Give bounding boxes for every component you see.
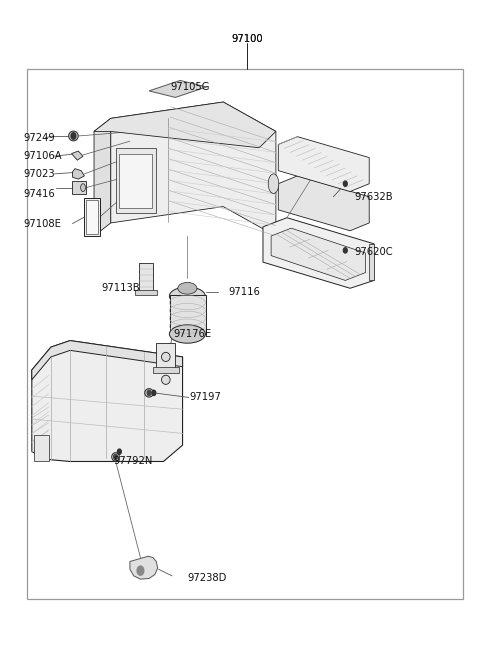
- Text: 97105G: 97105G: [170, 82, 210, 92]
- Circle shape: [137, 566, 144, 575]
- Circle shape: [343, 181, 347, 186]
- Polygon shape: [271, 228, 365, 280]
- Ellipse shape: [178, 282, 197, 294]
- Ellipse shape: [145, 388, 154, 397]
- Ellipse shape: [268, 174, 279, 193]
- Bar: [34, 436, 48, 462]
- Bar: [153, 367, 179, 373]
- Ellipse shape: [81, 183, 85, 191]
- Text: 97116: 97116: [228, 286, 260, 297]
- Bar: [86, 200, 98, 234]
- Polygon shape: [263, 217, 374, 288]
- Bar: [135, 290, 157, 295]
- Circle shape: [147, 390, 151, 396]
- Text: 97632B: 97632B: [355, 192, 394, 202]
- Polygon shape: [130, 556, 157, 579]
- Text: 97620C: 97620C: [355, 248, 394, 257]
- Circle shape: [137, 566, 144, 575]
- Bar: [169, 295, 205, 334]
- Polygon shape: [72, 169, 84, 179]
- Ellipse shape: [169, 325, 205, 343]
- Text: 97100: 97100: [231, 33, 263, 44]
- Polygon shape: [111, 102, 276, 236]
- Polygon shape: [32, 341, 182, 380]
- Ellipse shape: [69, 131, 78, 141]
- Text: 97023: 97023: [24, 169, 55, 179]
- Polygon shape: [149, 81, 206, 98]
- Text: 97100: 97100: [231, 33, 263, 44]
- Bar: [139, 263, 153, 293]
- Bar: [116, 148, 156, 213]
- Circle shape: [114, 455, 118, 460]
- Polygon shape: [94, 102, 276, 148]
- Circle shape: [343, 248, 347, 253]
- Circle shape: [71, 133, 76, 140]
- Bar: [27, 69, 463, 599]
- Polygon shape: [72, 151, 83, 160]
- Polygon shape: [32, 341, 182, 462]
- Text: 97416: 97416: [24, 189, 55, 199]
- Ellipse shape: [161, 375, 170, 384]
- Bar: [72, 181, 86, 194]
- Text: 97792N: 97792N: [113, 457, 153, 466]
- Text: 97238D: 97238D: [187, 574, 227, 584]
- Polygon shape: [369, 244, 374, 280]
- Text: 97113B: 97113B: [101, 283, 140, 293]
- Polygon shape: [94, 119, 111, 236]
- Ellipse shape: [161, 352, 170, 362]
- Text: 97176E: 97176E: [173, 329, 211, 339]
- Bar: [84, 198, 100, 236]
- Ellipse shape: [112, 453, 120, 461]
- Bar: [120, 155, 152, 208]
- Bar: [156, 343, 175, 370]
- Text: 97249: 97249: [24, 133, 55, 143]
- Circle shape: [152, 390, 156, 396]
- Ellipse shape: [169, 287, 205, 305]
- Polygon shape: [278, 137, 369, 191]
- Text: 97106A: 97106A: [24, 151, 62, 160]
- Polygon shape: [278, 176, 369, 231]
- Text: 97108E: 97108E: [24, 219, 61, 229]
- Circle shape: [118, 449, 121, 455]
- Text: 97197: 97197: [190, 392, 222, 402]
